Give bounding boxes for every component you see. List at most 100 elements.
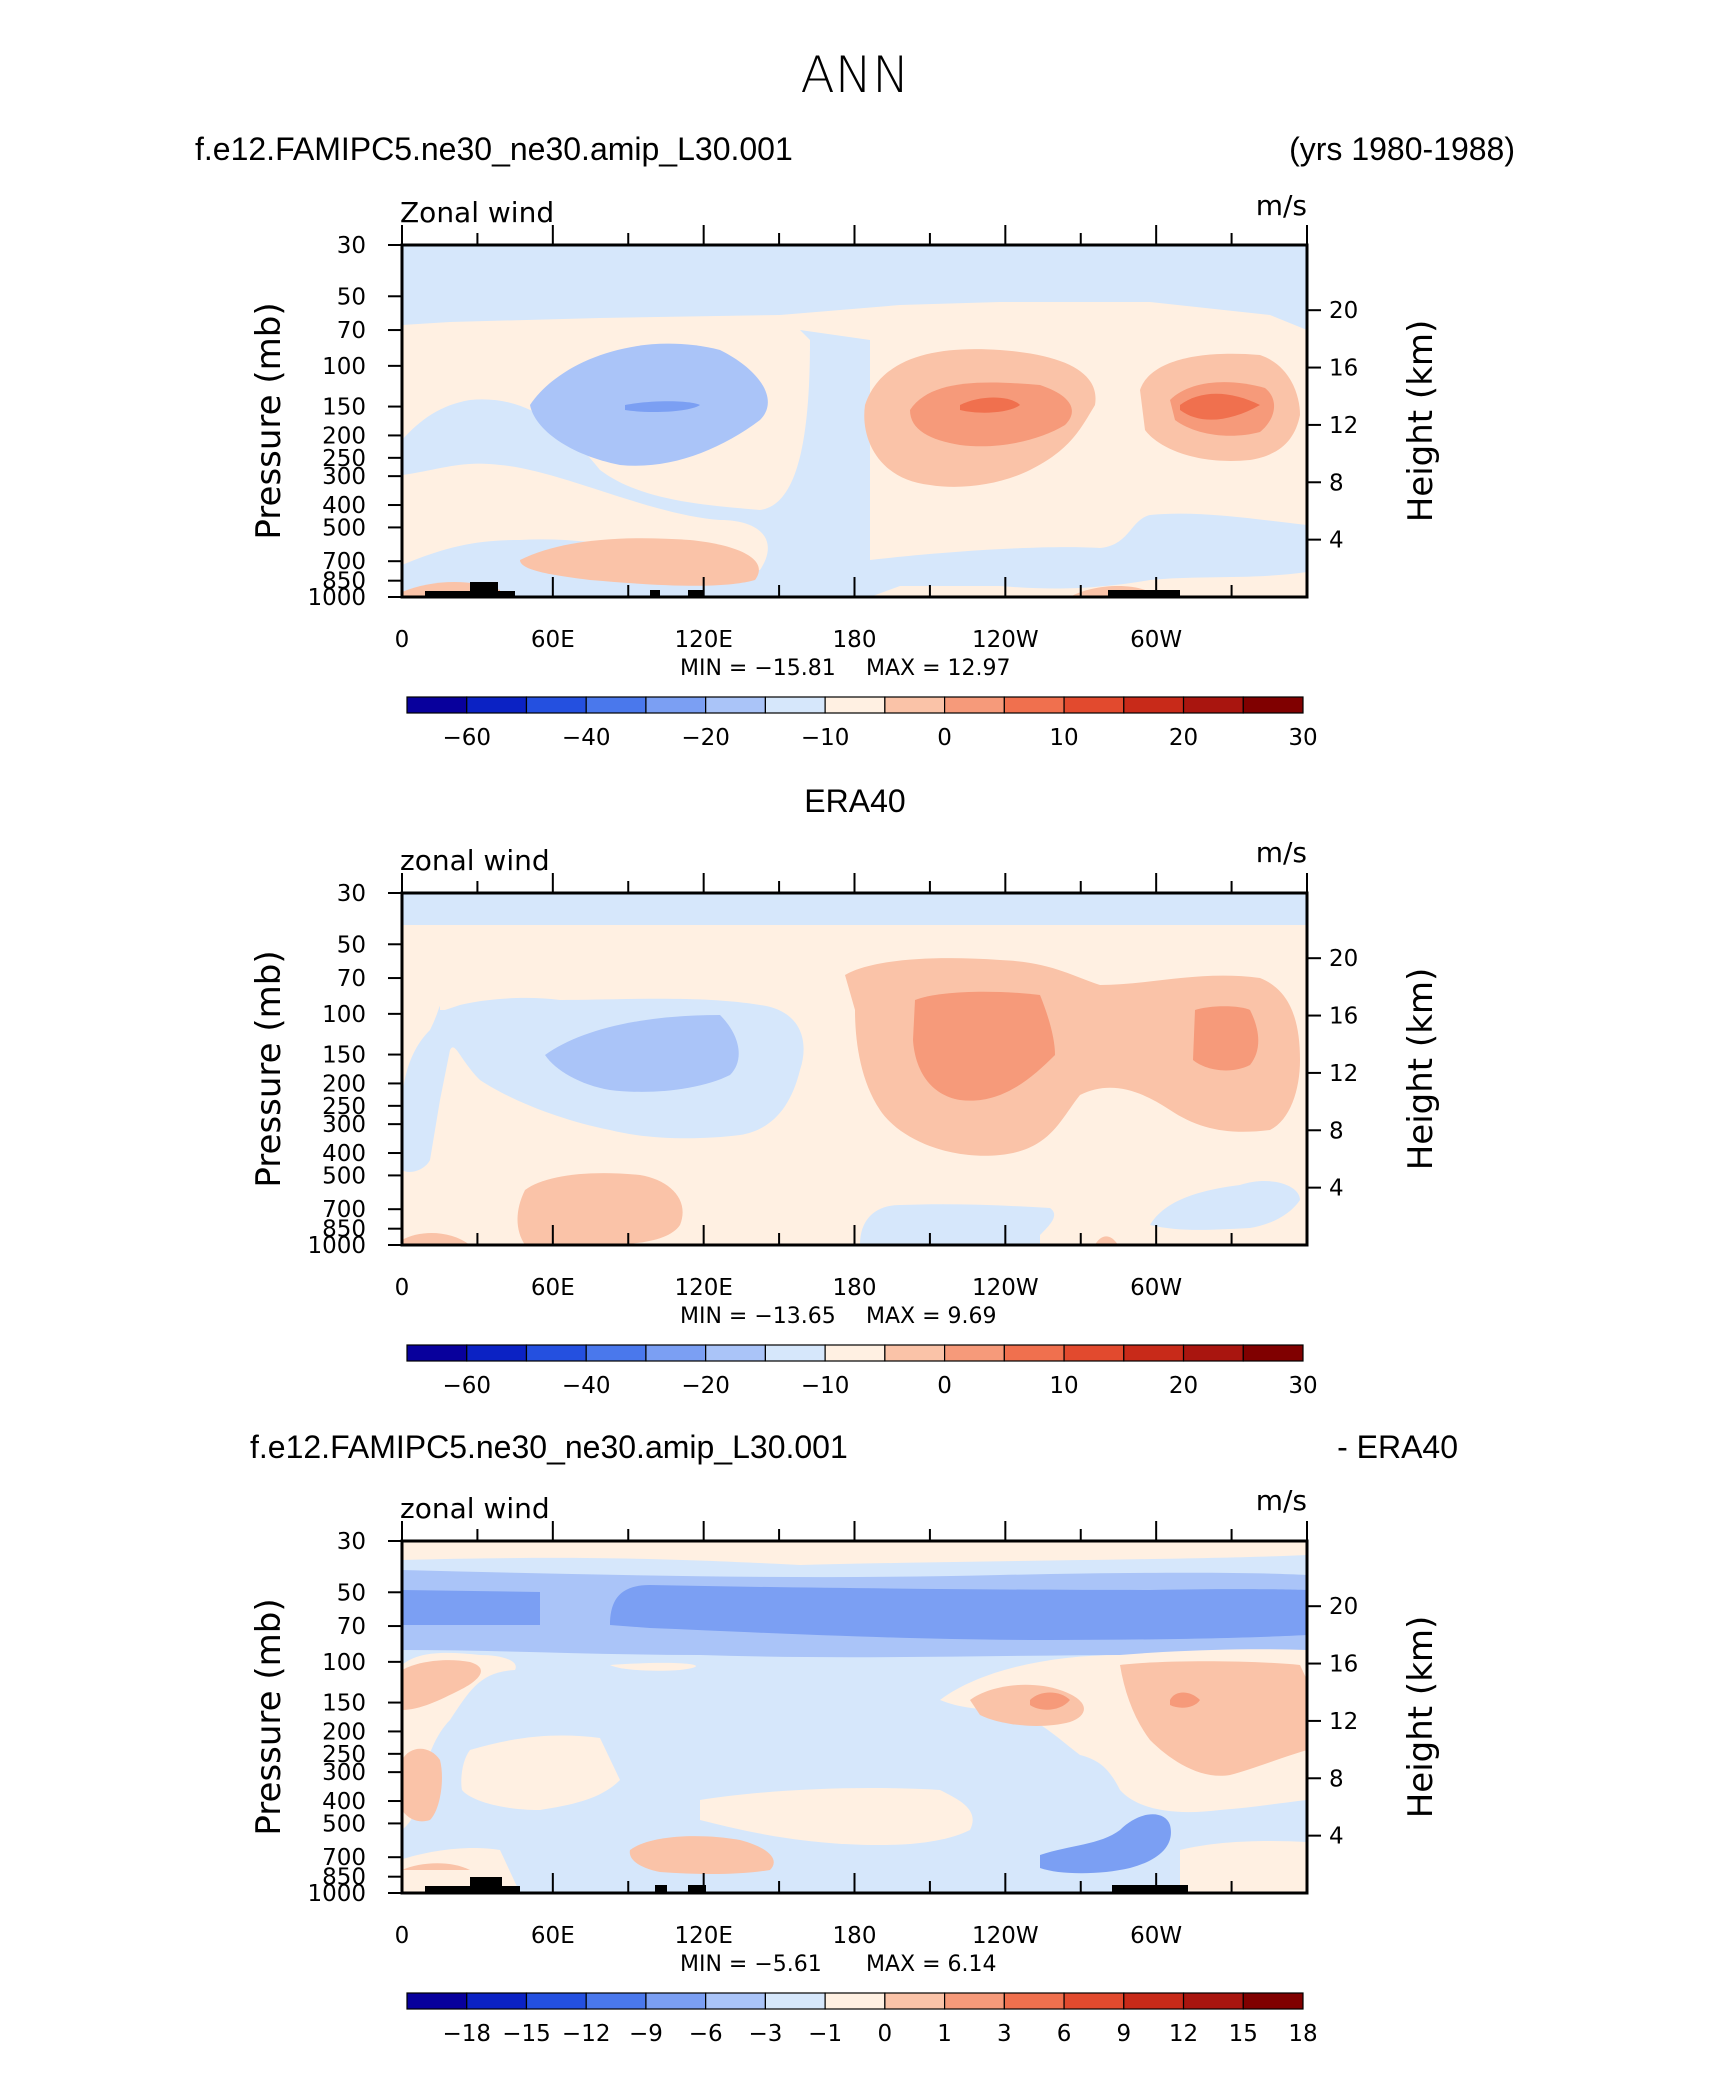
colorbar-label: −9 xyxy=(629,2021,663,2047)
contour-level xyxy=(1095,1236,1118,1245)
colorbar-swatch xyxy=(1123,1344,1185,1362)
y-tick-label: 850 xyxy=(322,569,366,595)
contour-level xyxy=(610,1662,696,1671)
colorbar-label: −60 xyxy=(442,1373,491,1399)
contour-level xyxy=(402,1660,481,1710)
contour-level xyxy=(520,538,759,586)
colorbar-swatch xyxy=(824,1344,886,1362)
colorbar-swatch xyxy=(705,696,767,714)
colorbar-diff: −18 −15 −12 −9 −6 −3 −1 0 1 3 6 9 12 15 18 xyxy=(406,1992,1318,2047)
colorbar-swatch xyxy=(884,696,946,714)
contour-level xyxy=(1193,1006,1259,1071)
colorbar-swatch xyxy=(645,1344,707,1362)
y-tick-label: 850 xyxy=(322,1865,366,1891)
y-tick-label: 250 xyxy=(322,1094,366,1120)
y2-tick-label: 4 xyxy=(1329,528,1344,554)
colorbar-swatch xyxy=(1242,696,1304,714)
y-tick-label: 400 xyxy=(322,1141,366,1167)
topography-block xyxy=(1112,1885,1188,1893)
x-ticks: 0 60E 120E 180 120W 60W xyxy=(395,873,1308,1301)
y-axis-label: Pressure (mb) xyxy=(249,1598,289,1835)
colorbar-model: −60 −40 −20 −10 0 10 20 30 xyxy=(406,696,1318,751)
y-tick-label: 150 xyxy=(322,1043,366,1069)
contour-level xyxy=(625,401,700,413)
y2-tick-label: 20 xyxy=(1329,1594,1358,1620)
colorbar-label: 10 xyxy=(1049,725,1078,751)
contour-level xyxy=(860,1204,1055,1245)
contour-level xyxy=(1180,1840,1307,1893)
contour-level xyxy=(1180,393,1260,420)
y2-tick-label: 16 xyxy=(1329,356,1358,382)
contour-level xyxy=(910,382,1072,447)
colorbar-swatch xyxy=(466,1992,528,2010)
y-axis-label: Pressure (mb) xyxy=(249,950,289,1187)
colorbar-swatch xyxy=(406,1344,468,1362)
colorbar-swatch xyxy=(764,1344,826,1362)
colorbar-swatch xyxy=(1123,1992,1185,2010)
topography-block xyxy=(688,590,703,597)
contour-level xyxy=(402,1863,470,1870)
y-tick-label: 30 xyxy=(337,233,366,259)
contour-fill-obs xyxy=(402,893,1307,1245)
x-tick-label: 180 xyxy=(833,627,877,653)
colorbar-swatch xyxy=(943,1992,1005,2010)
x-ticks: 0 60E 120E 180 120W 60W xyxy=(395,1521,1308,1949)
x-tick-label: 120E xyxy=(674,1275,732,1301)
colorbar-label: 6 xyxy=(1057,2021,1072,2047)
max-label: MAX = 9.69 xyxy=(866,1304,997,1329)
y-tick-label: 150 xyxy=(322,395,366,421)
contour-level xyxy=(402,1233,470,1245)
colorbar-swatch xyxy=(585,696,647,714)
y-tick-label: 300 xyxy=(322,1760,366,1786)
colorbar-swatch xyxy=(1182,1992,1244,2010)
colorbar-swatch xyxy=(884,1992,946,2010)
contour-fill-diff xyxy=(400,1541,1307,1893)
colorbar-label: 30 xyxy=(1288,725,1317,751)
y-tick-label: 50 xyxy=(337,1580,366,1606)
y2-tick-label: 20 xyxy=(1329,946,1358,972)
diff-obs-name: - ERA40 xyxy=(1337,1429,1458,1465)
figure-title: ANN xyxy=(800,46,909,104)
y2-tick-label: 4 xyxy=(1329,1176,1344,1202)
colorbar-label: 18 xyxy=(1288,2021,1317,2047)
colorbar-swatch xyxy=(406,696,468,714)
colorbar-label: −10 xyxy=(801,725,850,751)
y-tick-label: 70 xyxy=(337,1614,366,1640)
y-tick-label: 250 xyxy=(322,446,366,472)
colorbar-label: −60 xyxy=(442,725,491,751)
colorbar-swatch xyxy=(525,696,587,714)
y-tick-label: 250 xyxy=(322,1742,366,1768)
colorbar-label: 20 xyxy=(1169,1373,1198,1399)
topography-block xyxy=(470,582,498,597)
topography-block xyxy=(655,1885,667,1893)
max-label: MAX = 6.14 xyxy=(866,1952,997,1977)
y2-ticks: 20 16 12 8 4 xyxy=(1307,1594,1358,1850)
colorbar-swatch xyxy=(764,1992,826,2010)
panel-units: m/s xyxy=(1256,1484,1307,1517)
y-axis-label: Pressure (mb) xyxy=(249,302,289,539)
colorbar-label: 0 xyxy=(937,725,952,751)
colorbar-swatch xyxy=(645,696,707,714)
y-tick-label: 30 xyxy=(337,881,366,907)
y-tick-label: 100 xyxy=(322,1002,366,1028)
colorbar-label: 1 xyxy=(937,2021,952,2047)
colorbar-swatch xyxy=(705,1344,767,1362)
colorbar-swatch xyxy=(525,1344,587,1362)
topography-block xyxy=(1108,590,1180,597)
y-tick-label: 100 xyxy=(322,354,366,380)
x-tick-label: 180 xyxy=(833,1923,877,1949)
panel-model: Zonal wind m/s Pressure (mb) Height (km)… xyxy=(249,189,1441,751)
colorbar-label: −15 xyxy=(502,2021,551,2047)
y-tick-label: 850 xyxy=(322,1217,366,1243)
colorbar-label: −20 xyxy=(681,1373,730,1399)
obs-title: ERA40 xyxy=(804,783,905,819)
colorbar-swatch xyxy=(1123,696,1185,714)
y2-ticks: 20 16 12 8 4 xyxy=(1307,298,1358,554)
colorbar-label: −40 xyxy=(562,725,611,751)
x-tick-label: 180 xyxy=(833,1275,877,1301)
y-tick-label: 300 xyxy=(322,1112,366,1138)
y-tick-label: 1000 xyxy=(307,585,366,611)
colorbar-label: −20 xyxy=(681,725,730,751)
